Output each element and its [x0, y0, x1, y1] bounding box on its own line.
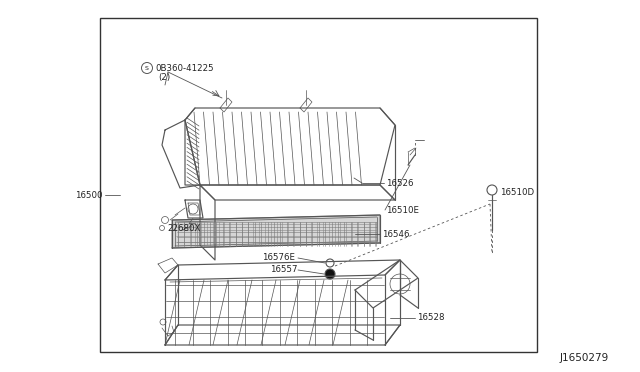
Text: 0B360-41225: 0B360-41225 — [155, 64, 214, 73]
Bar — [100, 18, 537, 352]
Text: 16546: 16546 — [382, 230, 410, 238]
Text: 22680X: 22680X — [167, 224, 200, 232]
Text: 16526: 16526 — [386, 179, 413, 187]
Text: (2): (2) — [158, 73, 170, 81]
Text: 16576E: 16576E — [262, 253, 295, 263]
Polygon shape — [172, 215, 380, 248]
Text: J1650279: J1650279 — [560, 353, 609, 363]
Text: 16500: 16500 — [76, 190, 103, 199]
Circle shape — [325, 269, 335, 279]
Text: 16528: 16528 — [417, 314, 445, 323]
Text: S: S — [145, 65, 149, 71]
Text: 16557: 16557 — [271, 266, 298, 275]
Text: 16510E: 16510E — [386, 205, 419, 215]
Text: 16510D: 16510D — [500, 187, 534, 196]
